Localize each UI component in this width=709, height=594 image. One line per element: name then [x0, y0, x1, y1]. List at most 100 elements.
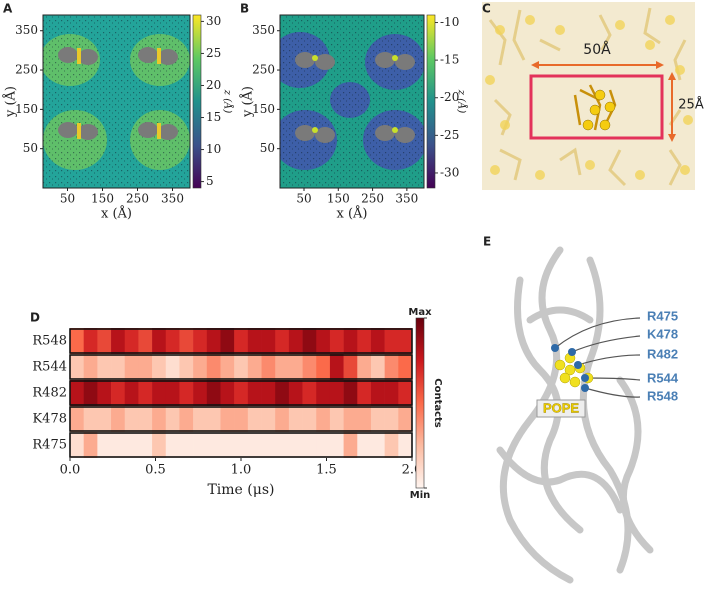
x-tick-label: 250 [361, 192, 384, 206]
contact-cell [370, 354, 385, 380]
contact-cell [138, 354, 153, 380]
contact-cell [343, 328, 358, 354]
contact-cell [247, 406, 262, 432]
x-axis-title: x (Å) [101, 206, 132, 222]
colorbar-label: z (Å) [222, 89, 234, 114]
residue-label: R482 [647, 346, 678, 361]
contact-cell [398, 432, 413, 458]
colorbar-label: Contacts [432, 378, 443, 428]
contact-cell [206, 328, 221, 354]
contact-cell [370, 328, 385, 354]
panel-e-image [496, 246, 654, 584]
contact-cell [111, 328, 126, 354]
contact-cell [247, 432, 262, 458]
y-axis-title: y (Å) [240, 86, 256, 118]
contact-cell [329, 406, 344, 432]
residue-label: R544 [647, 370, 679, 385]
contact-cell [165, 380, 180, 406]
residue-label: R548 [647, 388, 678, 403]
colorbar-tick-label: -30 [440, 165, 459, 179]
contact-cell [124, 328, 139, 354]
colorbar-label: z (Å) [456, 89, 468, 114]
contact-cell [275, 406, 290, 432]
contact-cell [179, 328, 194, 354]
contact-cell [398, 380, 413, 406]
y-tick-label: 350 [252, 23, 275, 37]
x-tick-label: 1.0 [231, 463, 252, 478]
contact-cell [193, 328, 208, 354]
contact-cell [247, 380, 262, 406]
row-frame [69, 328, 413, 354]
contact-cell [124, 380, 139, 406]
panel-label: B [240, 2, 249, 16]
y-tick-label: 350 [15, 23, 38, 37]
contact-cell [357, 432, 372, 458]
contact-cell [179, 406, 194, 432]
contact-cell [261, 406, 276, 432]
contact-cell [288, 328, 303, 354]
contact-cell [398, 354, 413, 380]
x-tick-label: 350 [161, 192, 184, 206]
x-tick-label: 50 [60, 192, 75, 206]
contact-cell [275, 328, 290, 354]
contact-cell [179, 380, 194, 406]
colorbar-tick-label: 15 [206, 110, 221, 124]
colorbar-tick-label: 5 [206, 174, 214, 188]
x-tick-label: 150 [91, 192, 114, 206]
contact-cell [70, 354, 84, 380]
row-frame [69, 432, 413, 458]
colorbar-tick-label: -15 [440, 53, 459, 67]
contact-cell [398, 328, 413, 354]
contact-cell [206, 354, 221, 380]
colorbar-tick-label: -25 [440, 128, 459, 142]
y-tick-label: 150 [15, 102, 38, 116]
contact-cell [97, 380, 112, 406]
colorbar-tick-label: 20 [206, 78, 221, 92]
contact-cell [111, 432, 126, 458]
contact-cell [138, 328, 153, 354]
contact-cell [247, 354, 262, 380]
contact-cell [261, 380, 276, 406]
plot-frame [42, 14, 191, 189]
contact-cell [288, 354, 303, 380]
row-label: K478 [32, 412, 67, 427]
contact-cell [138, 432, 153, 458]
y-tick-label: 250 [252, 63, 275, 77]
contact-cell [357, 328, 372, 354]
contact-cell [275, 432, 290, 458]
contact-cell [288, 406, 303, 432]
contact-cell [329, 432, 344, 458]
contact-cell [97, 354, 112, 380]
contact-cell [234, 380, 249, 406]
contact-cell [275, 354, 290, 380]
contact-cell [329, 328, 344, 354]
contact-cell [384, 354, 399, 380]
contact-cell [316, 354, 331, 380]
x-axis-title: Time (μs) [207, 482, 274, 498]
contact-cell [70, 380, 84, 406]
contact-cell [83, 406, 98, 432]
colorbar [426, 14, 436, 189]
contact-cell [384, 406, 399, 432]
colorbar-tick-label: 30 [206, 14, 221, 28]
contact-cell [152, 328, 167, 354]
contact-cell [111, 354, 126, 380]
lipid-label: POPE [543, 400, 579, 415]
panel-label: D [30, 311, 40, 325]
contact-cell [124, 354, 139, 380]
colorbar-tick-label: Min [410, 490, 431, 501]
colorbar [192, 14, 202, 189]
contact-cell [83, 380, 98, 406]
panel-b-field [280, 15, 424, 188]
x-tick-label: 150 [327, 192, 350, 206]
contact-cell [398, 406, 413, 432]
contact-cell [343, 354, 358, 380]
contact-cell [206, 432, 221, 458]
contact-cell [357, 406, 372, 432]
contact-cell [193, 406, 208, 432]
contact-cell [83, 432, 98, 458]
x-tick-label: 250 [126, 192, 149, 206]
contact-cell [384, 380, 399, 406]
contact-cell [370, 406, 385, 432]
contact-cell [220, 354, 235, 380]
